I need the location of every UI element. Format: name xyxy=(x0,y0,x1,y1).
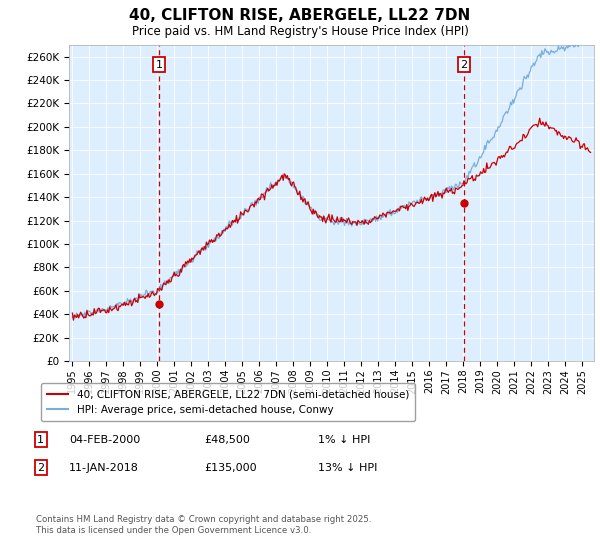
Text: 1% ↓ HPI: 1% ↓ HPI xyxy=(318,435,370,445)
Text: 13% ↓ HPI: 13% ↓ HPI xyxy=(318,463,377,473)
Text: 1: 1 xyxy=(37,435,44,445)
Text: 11-JAN-2018: 11-JAN-2018 xyxy=(69,463,139,473)
Text: £135,000: £135,000 xyxy=(204,463,257,473)
Text: 40, CLIFTON RISE, ABERGELE, LL22 7DN: 40, CLIFTON RISE, ABERGELE, LL22 7DN xyxy=(130,8,470,24)
Text: 04-FEB-2000: 04-FEB-2000 xyxy=(69,435,140,445)
Text: £48,500: £48,500 xyxy=(204,435,250,445)
Text: 2: 2 xyxy=(460,60,467,70)
Text: Contains HM Land Registry data © Crown copyright and database right 2025.
This d: Contains HM Land Registry data © Crown c… xyxy=(36,515,371,535)
Text: 1: 1 xyxy=(155,60,163,70)
Legend: 40, CLIFTON RISE, ABERGELE, LL22 7DN (semi-detached house), HPI: Average price, : 40, CLIFTON RISE, ABERGELE, LL22 7DN (se… xyxy=(41,383,415,421)
Text: Price paid vs. HM Land Registry's House Price Index (HPI): Price paid vs. HM Land Registry's House … xyxy=(131,25,469,38)
Text: 2: 2 xyxy=(37,463,44,473)
